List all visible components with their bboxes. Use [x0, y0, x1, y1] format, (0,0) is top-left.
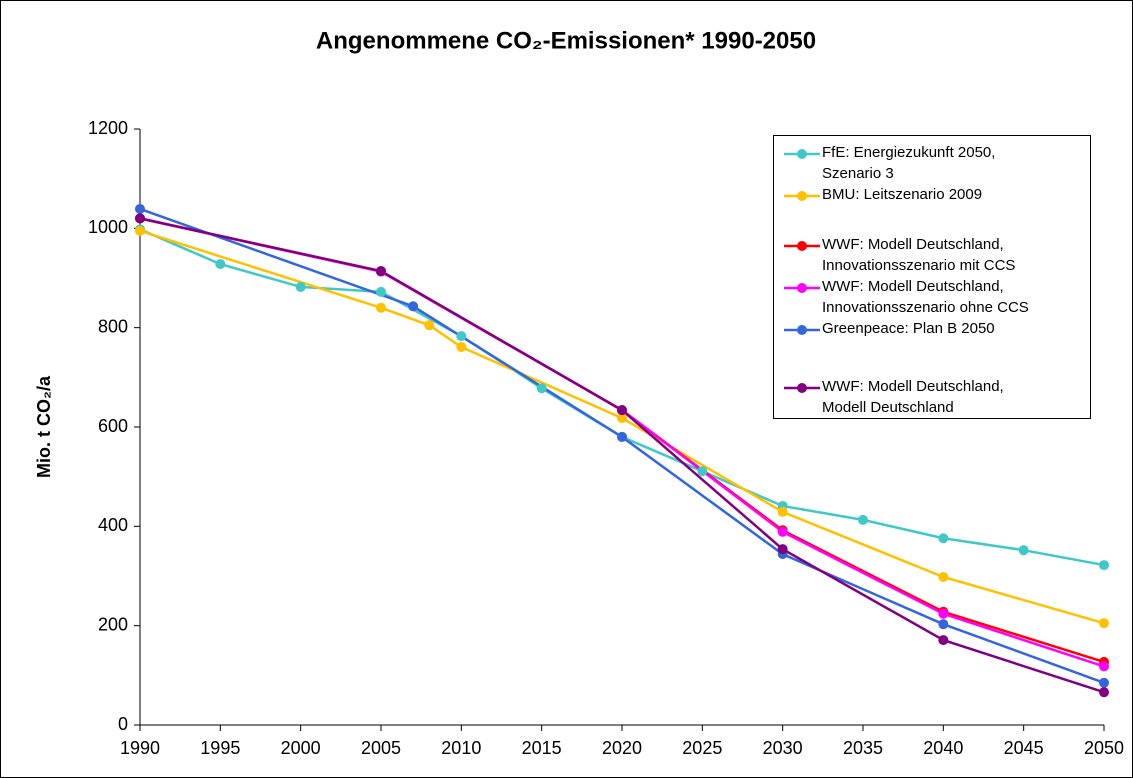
point: [456, 331, 467, 342]
x-tick-label: 2040: [923, 738, 963, 758]
point: [215, 259, 226, 270]
y-tick-label: 1200: [88, 118, 128, 138]
legend-label: BMU: Leitszenario 2009: [822, 186, 983, 203]
legend-swatch: [784, 241, 820, 251]
point: [617, 413, 627, 424]
x-tick-label: 2030: [763, 738, 803, 758]
legend-swatch: [784, 383, 820, 393]
series-line: [139, 217, 1105, 694]
point: [1099, 661, 1109, 672]
legend-marker: [797, 383, 807, 393]
point: [617, 431, 627, 442]
legend-swatch: [784, 325, 820, 335]
legend-swatch: [784, 149, 820, 159]
x-tick-label: 2015: [522, 738, 562, 758]
legend-marker: [797, 191, 807, 201]
point: [1099, 677, 1109, 688]
point: [858, 514, 868, 525]
legend-swatch: [784, 191, 820, 201]
point: [938, 533, 949, 544]
y-tick-label: 800: [98, 316, 128, 336]
legend-marker: [797, 241, 807, 251]
point: [536, 383, 547, 394]
x-tick-label: 2005: [361, 738, 401, 758]
x-tick-label: 1990: [120, 738, 160, 758]
y-tick-label: 1000: [88, 217, 128, 237]
legend: FfE: Energiezukunft 2050, Szenario 3 BMU:…: [773, 135, 1091, 419]
y-tick-label: 0: [118, 714, 128, 734]
point: [777, 526, 788, 537]
point: [135, 203, 145, 214]
point: [777, 506, 788, 517]
point: [697, 466, 708, 477]
legend-label: WWF: Modell Deutschland, Modell Deutschl…: [822, 378, 1004, 416]
point: [938, 635, 949, 646]
chart-title: Angenommene CO₂-Emissionen* 1990-2050: [316, 27, 816, 54]
point: [408, 301, 419, 312]
x-tick-label: 2050: [1084, 738, 1124, 758]
legend-label: FfE: Energiezukunft 2050, Szenario 3: [822, 144, 996, 182]
point: [1099, 618, 1109, 629]
legend-marker: [797, 325, 807, 335]
point: [135, 225, 145, 236]
point: [424, 320, 435, 331]
legend-label: WWF: Modell Deutschland, Innovationsszen…: [822, 278, 1029, 316]
series-line: [139, 229, 1105, 625]
point: [938, 571, 949, 582]
y-tick-label: 600: [98, 416, 128, 436]
point: [938, 619, 949, 630]
x-tick-label: 2025: [682, 738, 722, 758]
point: [135, 213, 145, 224]
point: [938, 608, 949, 619]
point: [376, 266, 386, 277]
legend-label: Greenpeace: Plan B 2050: [822, 320, 995, 337]
point: [1018, 545, 1029, 556]
point: [1099, 560, 1109, 571]
legend-marker: [797, 283, 807, 293]
y-axis-label: Mio. t CO₂/a: [34, 375, 54, 478]
point: [376, 302, 386, 313]
x-tick-label: 2035: [843, 738, 883, 758]
y-tick-label: 200: [98, 614, 128, 634]
point: [777, 544, 788, 555]
x-tick-label: 2010: [441, 738, 481, 758]
x-tick-label: 2000: [281, 738, 321, 758]
point: [456, 342, 467, 353]
legend-marker: [797, 149, 807, 159]
series-line: [139, 207, 1105, 684]
x-tick-label: 2045: [1004, 738, 1044, 758]
legend-label: WWF: Modell Deutschland, Innovationsszen…: [822, 236, 1016, 274]
point: [617, 405, 627, 416]
y-tick-label: 400: [98, 515, 128, 535]
x-tick-label: 1995: [200, 738, 240, 758]
legend-swatch: [784, 283, 820, 293]
x-tick-label: 2020: [602, 738, 642, 758]
point: [376, 286, 386, 297]
point: [295, 281, 306, 292]
point: [1099, 687, 1109, 698]
